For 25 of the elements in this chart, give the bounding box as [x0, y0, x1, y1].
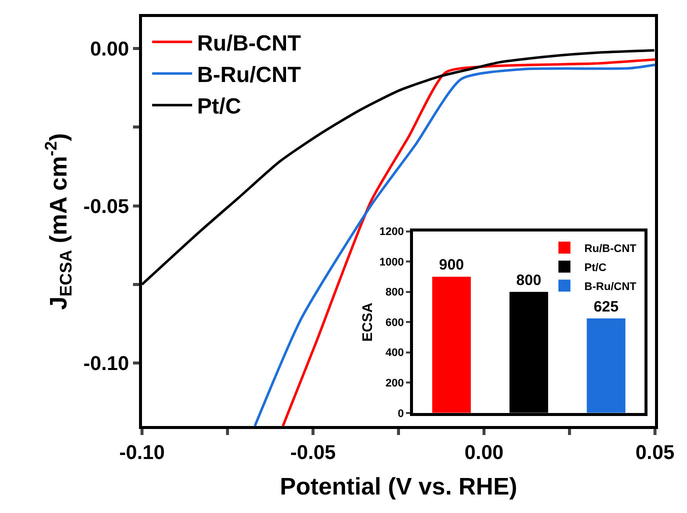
legend-label: B-Ru/CNT	[584, 280, 637, 293]
y-tick-label: 1200	[379, 226, 404, 238]
y-tick-label: 800	[386, 286, 404, 299]
y-tick-label: 200	[386, 377, 404, 390]
y-tick-label: -0.05	[83, 196, 129, 218]
y-tick-label: -0.10	[83, 353, 129, 376]
x-axis-title: Potential (V vs. RHE)	[280, 473, 518, 500]
data-label: 625	[594, 298, 619, 316]
legend-label: Ru/B-CNT	[197, 30, 302, 56]
x-tick-label: -0.05	[290, 442, 336, 464]
y-axis-title: ECSA	[359, 302, 376, 342]
x-tick-label: 0.05	[636, 442, 674, 464]
y-tick-label: 600	[386, 316, 404, 329]
x-tick-label: -0.10	[119, 442, 165, 464]
legend-label: B-Ru/CNT	[197, 62, 302, 88]
y-tick-label: 0.00	[90, 38, 129, 60]
legend-label: Pt/C	[197, 94, 242, 119]
y-tick-label: 1000	[379, 256, 404, 268]
x-tick-label: 0.00	[464, 442, 504, 464]
data-label: 800	[516, 272, 542, 289]
data-label: 900	[438, 256, 464, 274]
legend-label: Pt/C	[584, 262, 606, 274]
y-tick-label: 400	[386, 347, 404, 360]
legend-label: Ru/B-CNT	[584, 242, 637, 255]
y-tick-label: 0	[398, 408, 404, 420]
